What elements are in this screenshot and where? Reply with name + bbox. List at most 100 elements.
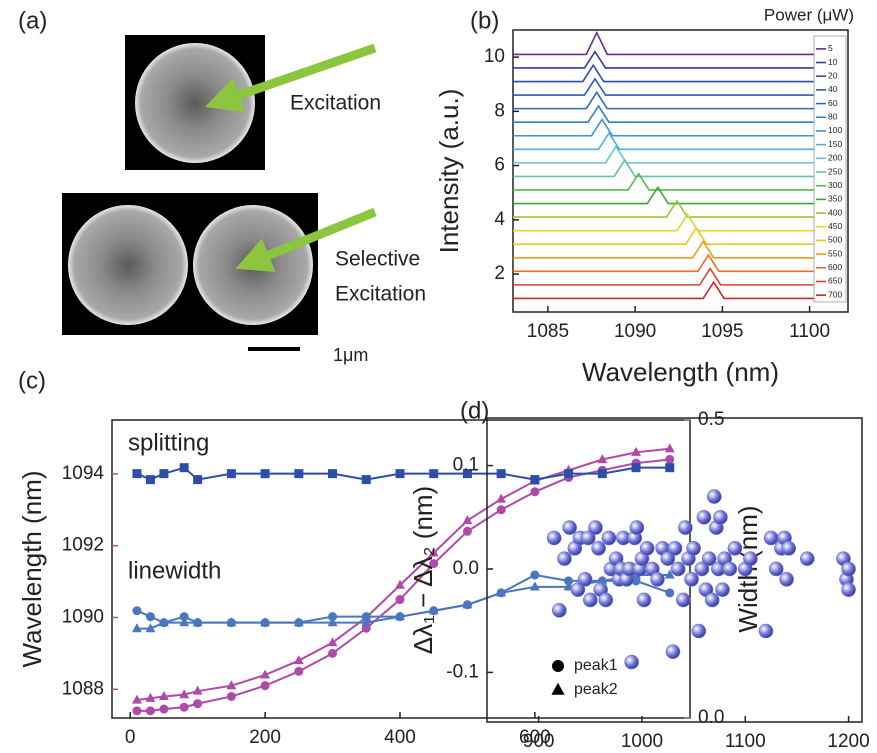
marker [193, 699, 203, 709]
y-tick-label: -0.1 [446, 661, 479, 682]
marker [145, 623, 156, 633]
series-line [513, 118, 845, 137]
marker [132, 469, 142, 479]
legend-label: 300 [828, 180, 842, 190]
point [706, 489, 722, 504]
point [701, 551, 717, 566]
legend-title: Power (μW) [764, 5, 854, 24]
marker [193, 475, 203, 485]
marker [260, 669, 271, 679]
marker [665, 463, 675, 473]
x-tick-label: 900 [523, 731, 555, 752]
marker [530, 570, 540, 580]
series-line [513, 63, 845, 83]
marker [361, 612, 371, 622]
panel-a: (a) Excitation Selective Excitation 1μm [18, 7, 426, 364]
marker [631, 463, 641, 473]
legend-label: 5 [828, 43, 833, 53]
series-line [513, 267, 845, 286]
point [768, 561, 784, 577]
disk [68, 205, 188, 325]
legend-label: 550 [828, 248, 842, 258]
legend-label: 400 [828, 207, 842, 217]
x-tick-label: 1100 [789, 321, 830, 342]
y-tick-label: 4 [494, 209, 505, 230]
y-tick-label: 1088 [62, 678, 104, 699]
x-tick-label: 1000 [621, 731, 663, 752]
marker [293, 617, 304, 627]
marker [145, 612, 155, 622]
marker [294, 666, 304, 676]
y-axis-label: Wavelength (nm) [17, 471, 47, 668]
legend-label: 100 [828, 125, 842, 135]
marker [428, 547, 439, 557]
marker [179, 617, 190, 627]
y-tick-label: 0.0 [453, 558, 479, 579]
marker [145, 475, 155, 485]
point [841, 561, 856, 577]
series-line [513, 104, 845, 123]
marker [361, 617, 372, 627]
point [841, 582, 856, 597]
point [557, 551, 572, 566]
legend-label: peak2 [574, 681, 618, 698]
y-axis-label: Intensity (a.u.) [434, 89, 464, 254]
point [580, 530, 596, 546]
point [691, 623, 707, 639]
point [694, 561, 710, 577]
point [779, 572, 794, 587]
point [684, 572, 699, 587]
point [639, 540, 655, 556]
marker [226, 617, 237, 627]
marker [664, 443, 675, 453]
x-axis-label: Wavelength (nm) [582, 357, 779, 387]
scale-label: 1μm [333, 345, 368, 365]
marker [179, 702, 189, 712]
point [577, 572, 593, 587]
marker [328, 612, 338, 622]
panel-label: (d) [460, 397, 489, 424]
panel-label: (a) [18, 7, 47, 34]
point [601, 530, 617, 546]
point [743, 551, 758, 566]
disk [193, 205, 313, 325]
plot-frame [486, 417, 863, 723]
marker [395, 595, 405, 605]
legend-label: 650 [828, 276, 842, 286]
point [758, 623, 774, 639]
x-tick-label: 1090 [614, 321, 656, 342]
legend-label: 20 [828, 70, 838, 80]
point [570, 582, 586, 597]
marker [462, 526, 472, 536]
point [665, 644, 681, 659]
point [715, 582, 730, 597]
x-tick-label: 600 [519, 727, 551, 748]
marker [429, 469, 439, 479]
legend-label: 150 [828, 139, 842, 149]
point [696, 509, 712, 525]
marker [328, 648, 338, 658]
series-line [513, 253, 845, 273]
marker [564, 576, 574, 586]
point [588, 520, 603, 535]
annotation: splitting [128, 429, 209, 456]
marker [496, 587, 507, 597]
legend-label: 500 [828, 235, 842, 245]
marker [597, 469, 607, 479]
marker [192, 685, 203, 695]
y2-tick-label: 0.5 [698, 409, 724, 430]
marker [462, 515, 473, 525]
point [686, 540, 701, 556]
marker [631, 446, 641, 456]
marker [395, 611, 405, 621]
y-tick-label: 1092 [62, 535, 104, 556]
marker [496, 469, 506, 479]
point [799, 551, 815, 566]
marker [226, 691, 236, 701]
point [636, 592, 652, 608]
x-tick-label: 1100 [725, 731, 766, 752]
marker [179, 463, 189, 473]
point [624, 654, 639, 670]
marker [665, 588, 675, 598]
point [713, 509, 728, 525]
